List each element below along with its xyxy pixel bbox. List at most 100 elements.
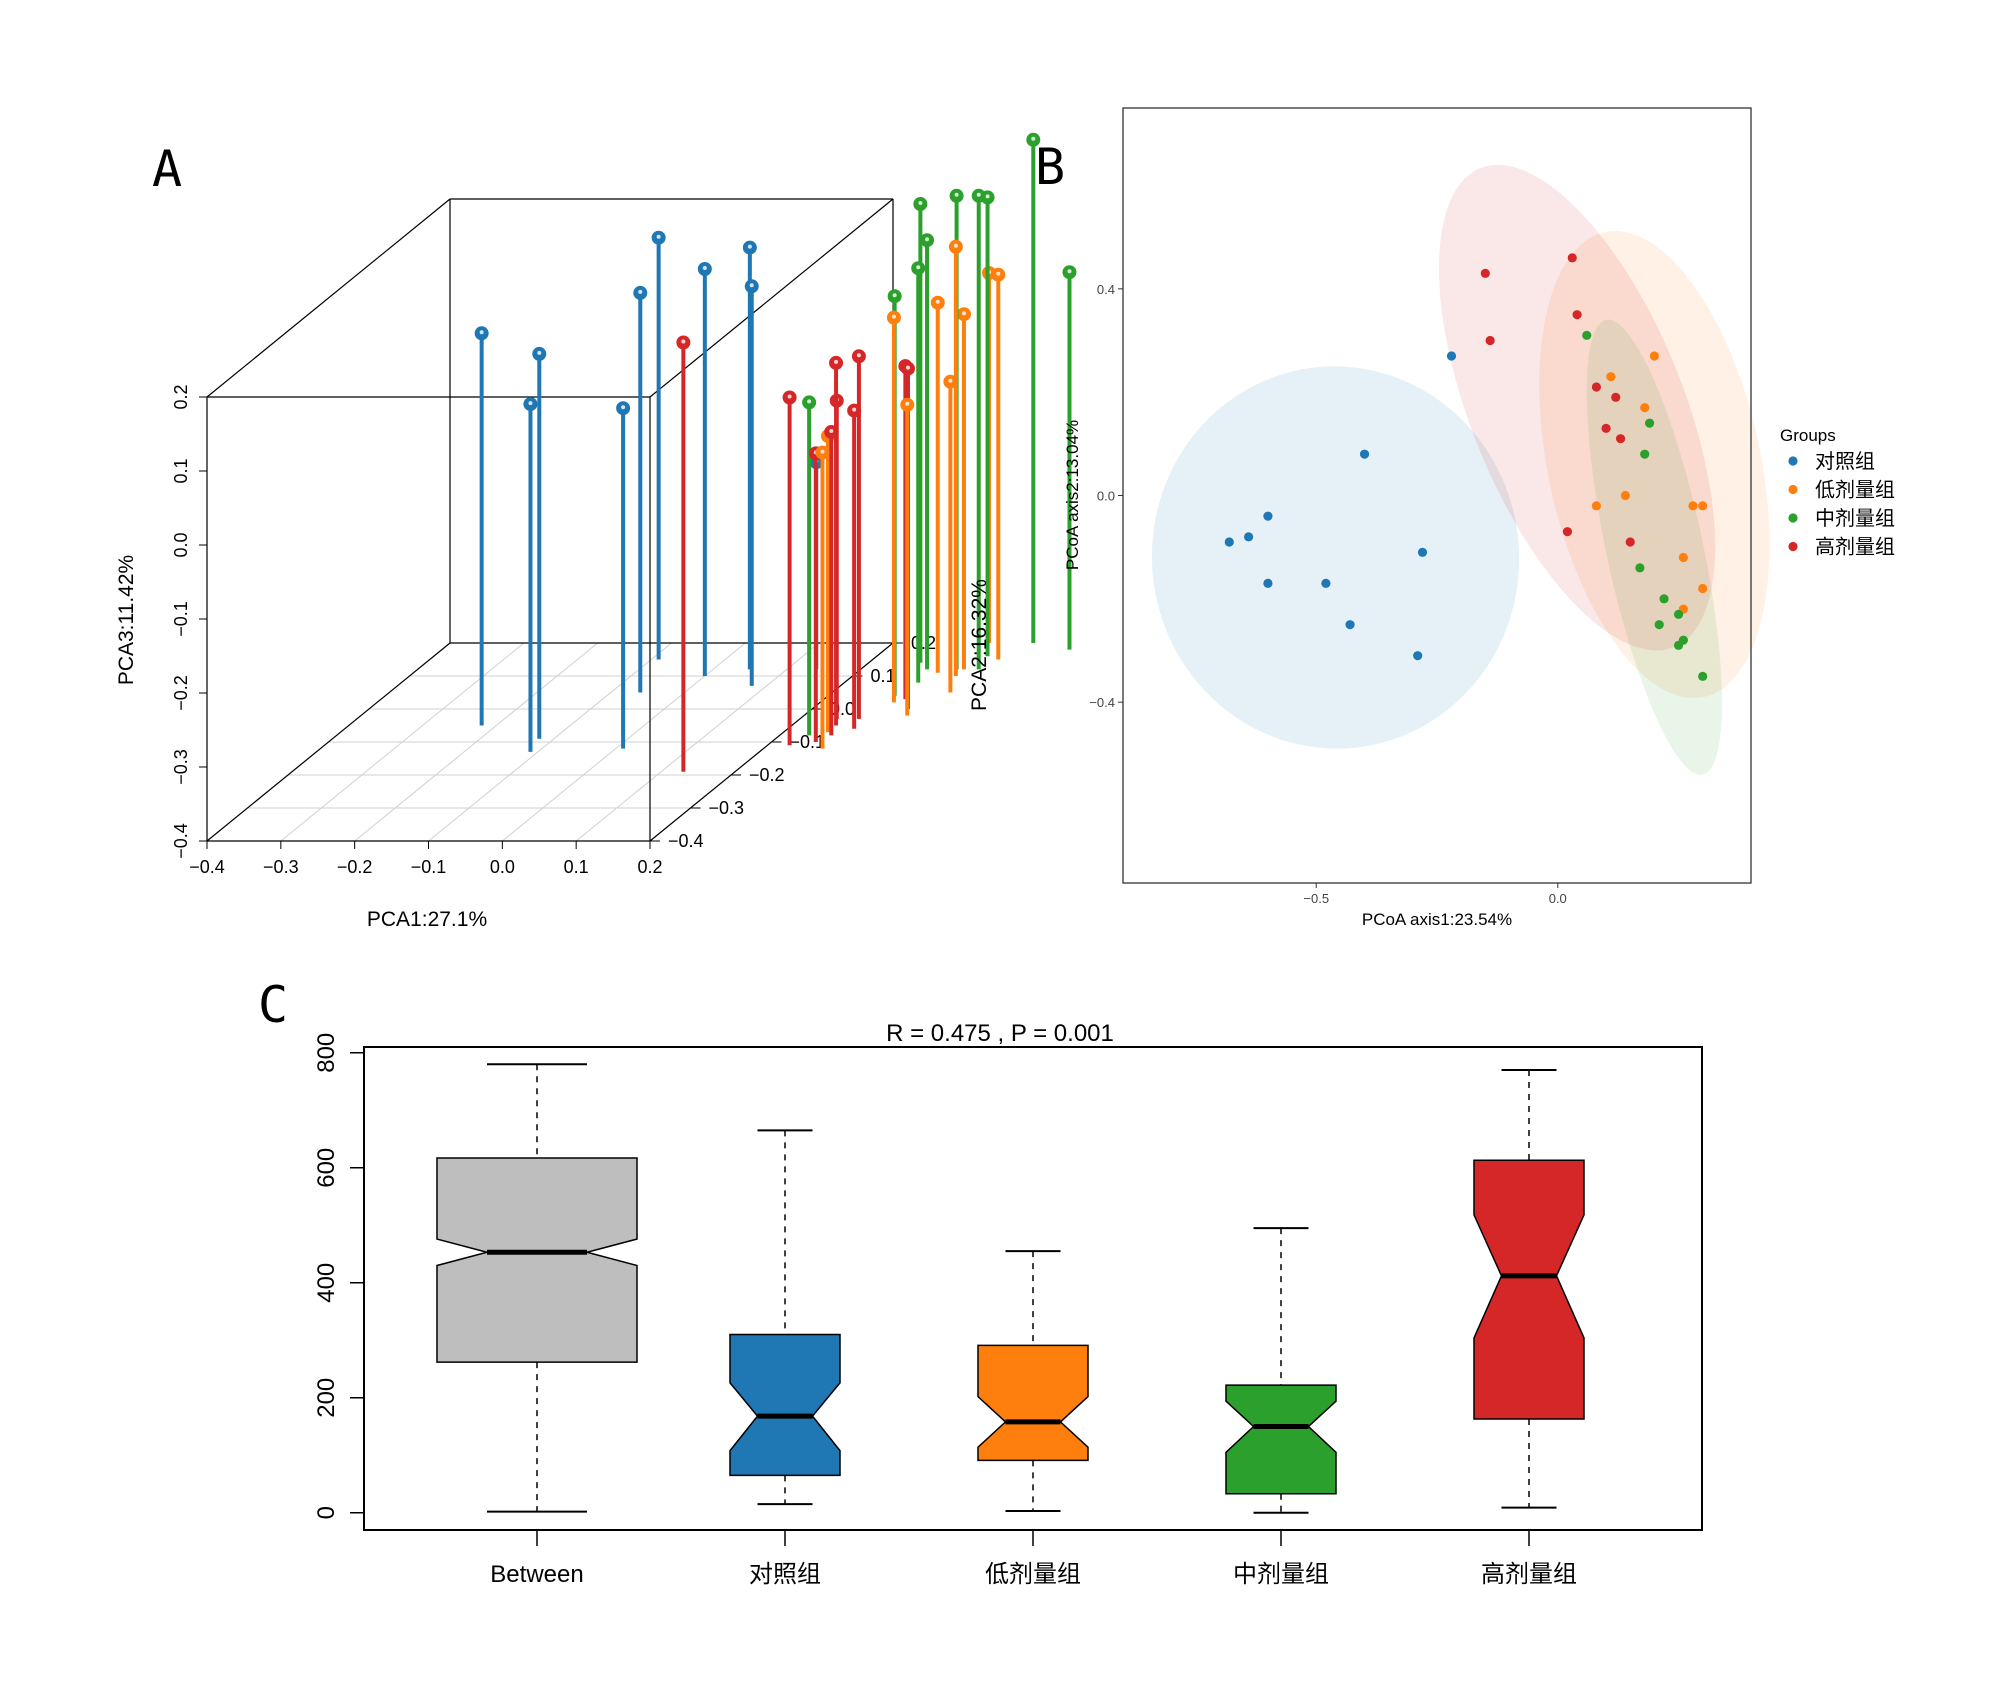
b-point <box>1572 310 1582 320</box>
a-x-tick-label: 0.2 <box>637 857 662 877</box>
legend-marker <box>1788 513 1798 523</box>
b-point <box>1244 532 1254 542</box>
b-point <box>1567 253 1577 263</box>
b-point <box>1417 547 1428 557</box>
c-y-tick-label: 600 <box>313 1148 340 1188</box>
a-point-highlight <box>747 244 752 249</box>
c-x-tick-label: 对照组 <box>749 1561 821 1588</box>
b-point <box>1640 403 1650 413</box>
b-ellipse <box>1586 319 1722 775</box>
a-y-tick-label: 0.1 <box>871 666 896 686</box>
a-point-highlight <box>820 449 825 454</box>
b-point <box>1615 434 1626 444</box>
c-x-tick-label: Between <box>490 1561 583 1588</box>
b-point <box>1625 537 1635 547</box>
a-point-highlight <box>681 339 686 344</box>
a-y-tick-label: −0.3 <box>709 798 745 818</box>
c-box-between <box>436 1063 638 1513</box>
legend-marker <box>1788 456 1798 466</box>
b-point <box>1688 501 1698 511</box>
a-point-highlight <box>749 283 754 288</box>
panel-label-b: B <box>1035 138 1065 196</box>
c-x-axis: Between 对照组 低剂量组 中剂量组 高剂量组 <box>490 1530 1577 1588</box>
a-x-tick-label: 0.1 <box>564 857 589 877</box>
a-point-highlight <box>985 194 990 199</box>
a-x-axis-label: PCA1:27.1% <box>367 908 487 931</box>
c-box <box>436 1157 638 1363</box>
c-box <box>1225 1384 1337 1495</box>
b-point <box>1359 449 1370 459</box>
a-y-tick-label: 0.0 <box>830 699 855 719</box>
a-point-highlight <box>621 405 626 410</box>
b-point <box>1698 671 1708 681</box>
a-point-highlight <box>996 271 1001 276</box>
panel-a-3d-pca: A −0.4 −0.3 −0.2 −0.1 0.0 0.1 0.2−0.4−0.3−0.2−… <box>115 132 1077 931</box>
b-x-tick-label: 0.0 <box>1549 891 1567 906</box>
legend-title: Groups <box>1780 426 1836 445</box>
a-x-tick-label: −0.3 <box>263 857 299 877</box>
b-point <box>1480 268 1490 278</box>
b-x-axis-label: PCoA axis1:23.54% <box>1362 910 1512 929</box>
b-point <box>1582 330 1592 340</box>
b-ellipse <box>1151 366 1520 749</box>
b-point <box>1620 490 1630 501</box>
a-point-highlight <box>891 314 896 319</box>
b-point <box>1345 620 1355 630</box>
c-x-tick-label: 高剂量组 <box>1481 1561 1577 1588</box>
b-point <box>1224 537 1234 547</box>
b-point <box>1606 372 1616 382</box>
a-point-highlight <box>953 243 958 248</box>
a-z-tick-label: 0.1 <box>171 458 191 483</box>
legend-marker <box>1788 484 1798 495</box>
a-y-tick-label: −0.4 <box>668 831 704 851</box>
b-ellipses <box>1151 164 1770 775</box>
a-y-tick-label: −0.2 <box>749 765 785 785</box>
c-box <box>1473 1159 1585 1420</box>
c-y-tick-label: 200 <box>313 1378 340 1418</box>
b-point <box>1562 527 1573 537</box>
a-x-tick-label: −0.4 <box>189 857 225 877</box>
b-point <box>1640 449 1650 459</box>
b-point <box>1263 511 1273 521</box>
b-y-axis-label: PCoA axis2:13.04% <box>1063 420 1082 570</box>
a-point-highlight <box>829 429 834 433</box>
c-box-low <box>977 1250 1089 1513</box>
a-point-highlight <box>856 353 861 358</box>
b-point <box>1673 609 1684 619</box>
c-box <box>729 1333 841 1477</box>
b-point <box>1413 651 1423 661</box>
a-z-tick-label: 0.2 <box>171 384 191 409</box>
a-point-highlight <box>852 407 857 412</box>
b-y-tick-label: 0.0 <box>1097 489 1115 504</box>
a-z-tick-label: −0.1 <box>171 601 191 637</box>
a-point-highlight <box>892 293 897 298</box>
a-point-highlight <box>961 311 966 316</box>
a-z-tick-label: −0.3 <box>171 749 191 785</box>
b-point <box>1601 423 1611 433</box>
c-box-mid <box>1225 1227 1337 1514</box>
panel-label-a: A <box>152 140 182 198</box>
a-point-highlight <box>918 201 923 205</box>
a-z-tick-label: −0.4 <box>171 823 191 859</box>
c-y-tick-label: 800 <box>313 1033 340 1073</box>
panel-c-anosim-boxplot: C R = 0.475 , P = 0.001 0 200 400 600 800 Be… <box>258 976 1703 1588</box>
a-point-highlight <box>479 330 484 335</box>
a-point-highlight <box>528 401 533 406</box>
b-point <box>1654 620 1664 630</box>
panel-b-pcoa: B −0.5 0.0 −0.4 0.0 0.4 PCoA axis1:23.54% PC… <box>1035 107 1895 929</box>
a-point-highlight <box>1031 136 1036 141</box>
a-point-highlight <box>638 289 643 294</box>
legend-label: 高剂量组 <box>1815 536 1895 559</box>
a-points <box>474 132 1077 772</box>
a-point-highlight <box>925 237 930 242</box>
legend-label: 中剂量组 <box>1815 507 1895 530</box>
b-point <box>1678 552 1688 563</box>
a-point-highlight <box>905 401 910 406</box>
c-y-tick-label: 0 <box>313 1506 340 1519</box>
b-point <box>1446 351 1457 361</box>
a-y-axis-label: PCA2:16.32% <box>968 579 991 711</box>
a-box-edge <box>206 642 451 842</box>
c-x-tick-label: 中剂量组 <box>1233 1561 1329 1588</box>
